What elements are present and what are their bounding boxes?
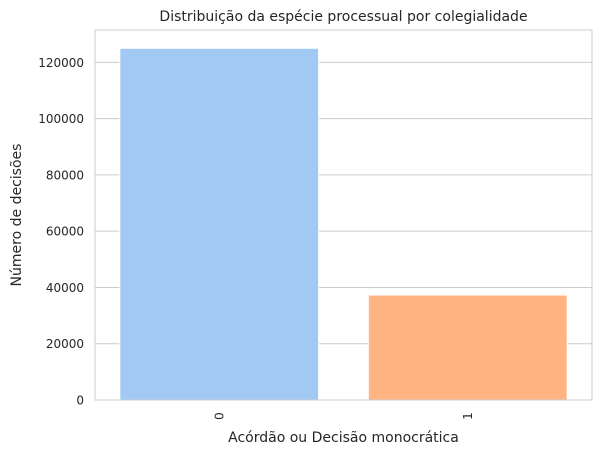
plot-frame (94, 29, 593, 401)
y-tick-label: 40000 (46, 281, 84, 295)
y-tick-label: 100000 (38, 112, 84, 126)
x-tick-label: 1 (461, 412, 475, 420)
chart-title: Distribuição da espécie processual por c… (159, 9, 527, 25)
x-axis-label: Acórdão ou Decisão monocrática (228, 430, 459, 446)
y-axis-label: Número de decisões (9, 144, 25, 287)
y-tick-label: 80000 (46, 168, 84, 182)
y-tick-label: 60000 (46, 225, 84, 239)
y-tick-label: 0 (76, 394, 84, 408)
bar-0 (119, 47, 320, 401)
bar-1 (367, 294, 568, 401)
bars (119, 47, 568, 401)
x-tick-label: 0 (212, 412, 226, 420)
y-tick-label: 120000 (38, 56, 84, 70)
y-tick-label: 20000 (46, 337, 84, 351)
y-axis-ticks: 0 20000 40000 60000 80000 100000 120000 (38, 56, 84, 408)
